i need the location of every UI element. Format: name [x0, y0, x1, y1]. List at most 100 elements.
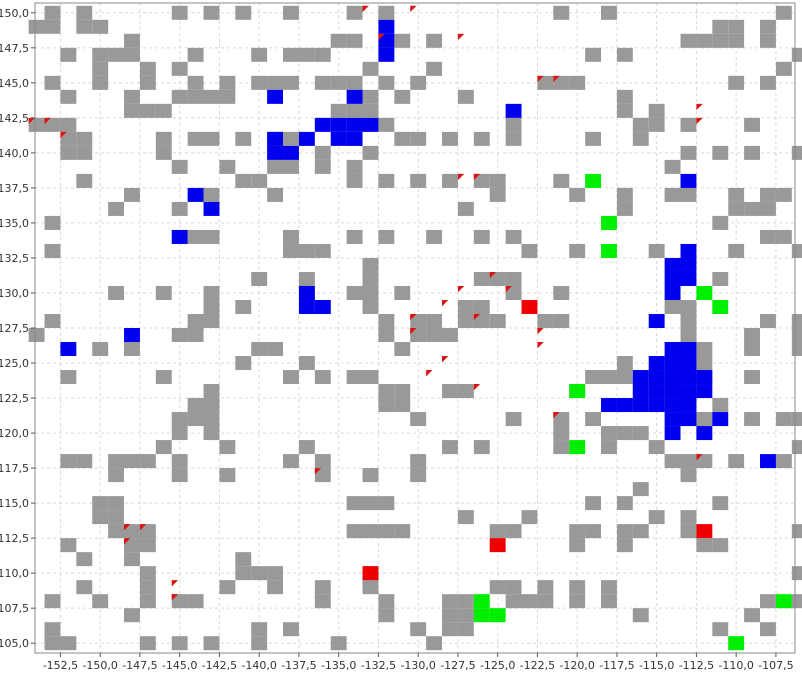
gray-cell [442, 173, 458, 188]
x-tick-label: -140,0 [241, 659, 276, 672]
blue-cell [696, 426, 713, 441]
gray-cell [139, 594, 156, 609]
gray-cell [283, 131, 299, 146]
gray-cell [330, 636, 347, 651]
gray-cell [44, 594, 61, 609]
green-cell [585, 173, 602, 188]
gray-cell [44, 243, 61, 258]
gray-cell [235, 552, 252, 567]
gray-cell [712, 33, 729, 48]
gray-cell [569, 580, 586, 595]
blue-cell [346, 131, 363, 146]
gray-cell [648, 510, 665, 525]
gray-cell [728, 454, 745, 469]
gray-cell [283, 5, 299, 20]
gray-cell [569, 75, 586, 90]
gray-cell [314, 370, 331, 385]
blue-cell [680, 257, 697, 272]
gray-cell [203, 89, 220, 104]
gray-cell [92, 342, 109, 357]
gray-cell [791, 313, 802, 328]
gray-cell [155, 285, 172, 300]
gray-cell [616, 370, 633, 385]
gray-cell [442, 328, 458, 343]
gray-cell [680, 510, 697, 525]
gray-cell [28, 19, 45, 34]
gray-cell [712, 215, 729, 230]
gray-cell [728, 243, 745, 258]
gray-cell [203, 5, 220, 20]
blue-cell [298, 131, 315, 146]
gray-cell [505, 285, 522, 300]
gray-cell [171, 412, 188, 427]
gray-cell [346, 229, 363, 244]
gray-cell [251, 271, 268, 286]
x-tick-label: -142,5 [202, 659, 237, 672]
blue-cell [330, 117, 347, 132]
gray-cell [664, 454, 681, 469]
gray-cell [171, 636, 188, 651]
corner-marker [537, 328, 544, 335]
gray-cell [457, 510, 474, 525]
gray-cell [410, 131, 427, 146]
gray-cell [76, 454, 93, 469]
gray-cell [394, 384, 411, 399]
gray-cell [203, 285, 220, 300]
gray-cell [601, 580, 617, 595]
gray-cell [346, 75, 363, 90]
gray-cell [489, 187, 506, 202]
y-tick-label: 115,0 [0, 497, 29, 510]
gray-cell [744, 117, 761, 132]
blue-cell [664, 342, 681, 357]
gray-cell [680, 524, 697, 539]
gray-cell [696, 412, 713, 427]
corner-marker [410, 5, 417, 13]
gray-cell [473, 173, 490, 188]
gray-cell [378, 229, 395, 244]
gray-cell [108, 285, 125, 300]
gray-cell [60, 117, 77, 132]
gray-cell [473, 313, 490, 328]
blue-cell [60, 342, 77, 357]
gray-cell [394, 342, 411, 357]
gray-cell [267, 75, 284, 90]
blue-cell [680, 342, 697, 357]
gray-cell [92, 61, 109, 76]
gray-cell [569, 538, 586, 553]
gray-cell [155, 145, 172, 160]
gray-cell [283, 370, 299, 385]
gray-cell [362, 257, 379, 272]
gray-cell [251, 622, 268, 637]
blue-cell [283, 145, 299, 160]
y-tick-label: 137,5 [0, 182, 29, 195]
gray-cell [728, 33, 745, 48]
gray-cell [76, 580, 93, 595]
gray-cell [410, 412, 427, 427]
gray-cell [267, 342, 284, 357]
gray-cell [457, 299, 474, 314]
y-axis: 105,0 107,5 110,0 112,5 115,0 117,5 120,0 122,5… [0, 7, 35, 650]
blue-cell [648, 313, 665, 328]
gray-cell [267, 187, 284, 202]
blue-cell [330, 131, 347, 146]
gray-cell [394, 398, 411, 413]
gray-cell [219, 75, 236, 90]
gray-cell [521, 243, 538, 258]
gray-cell [680, 299, 697, 314]
gray-cell [187, 229, 204, 244]
gray-cell [553, 75, 570, 90]
gray-cell [791, 440, 802, 455]
gray-cell [267, 159, 284, 174]
y-tick-label: 150,0 [0, 7, 29, 20]
gray-cell [680, 454, 697, 469]
gray-cell [744, 608, 761, 623]
gray-cell [28, 328, 45, 343]
gray-cell [124, 103, 140, 118]
gray-cell [632, 117, 649, 132]
gray-cell [203, 384, 220, 399]
gray-cell [457, 622, 474, 637]
gray-cell [457, 313, 474, 328]
gray-cell [760, 622, 776, 637]
gray-cell [744, 328, 761, 343]
gray-cell [410, 454, 427, 469]
